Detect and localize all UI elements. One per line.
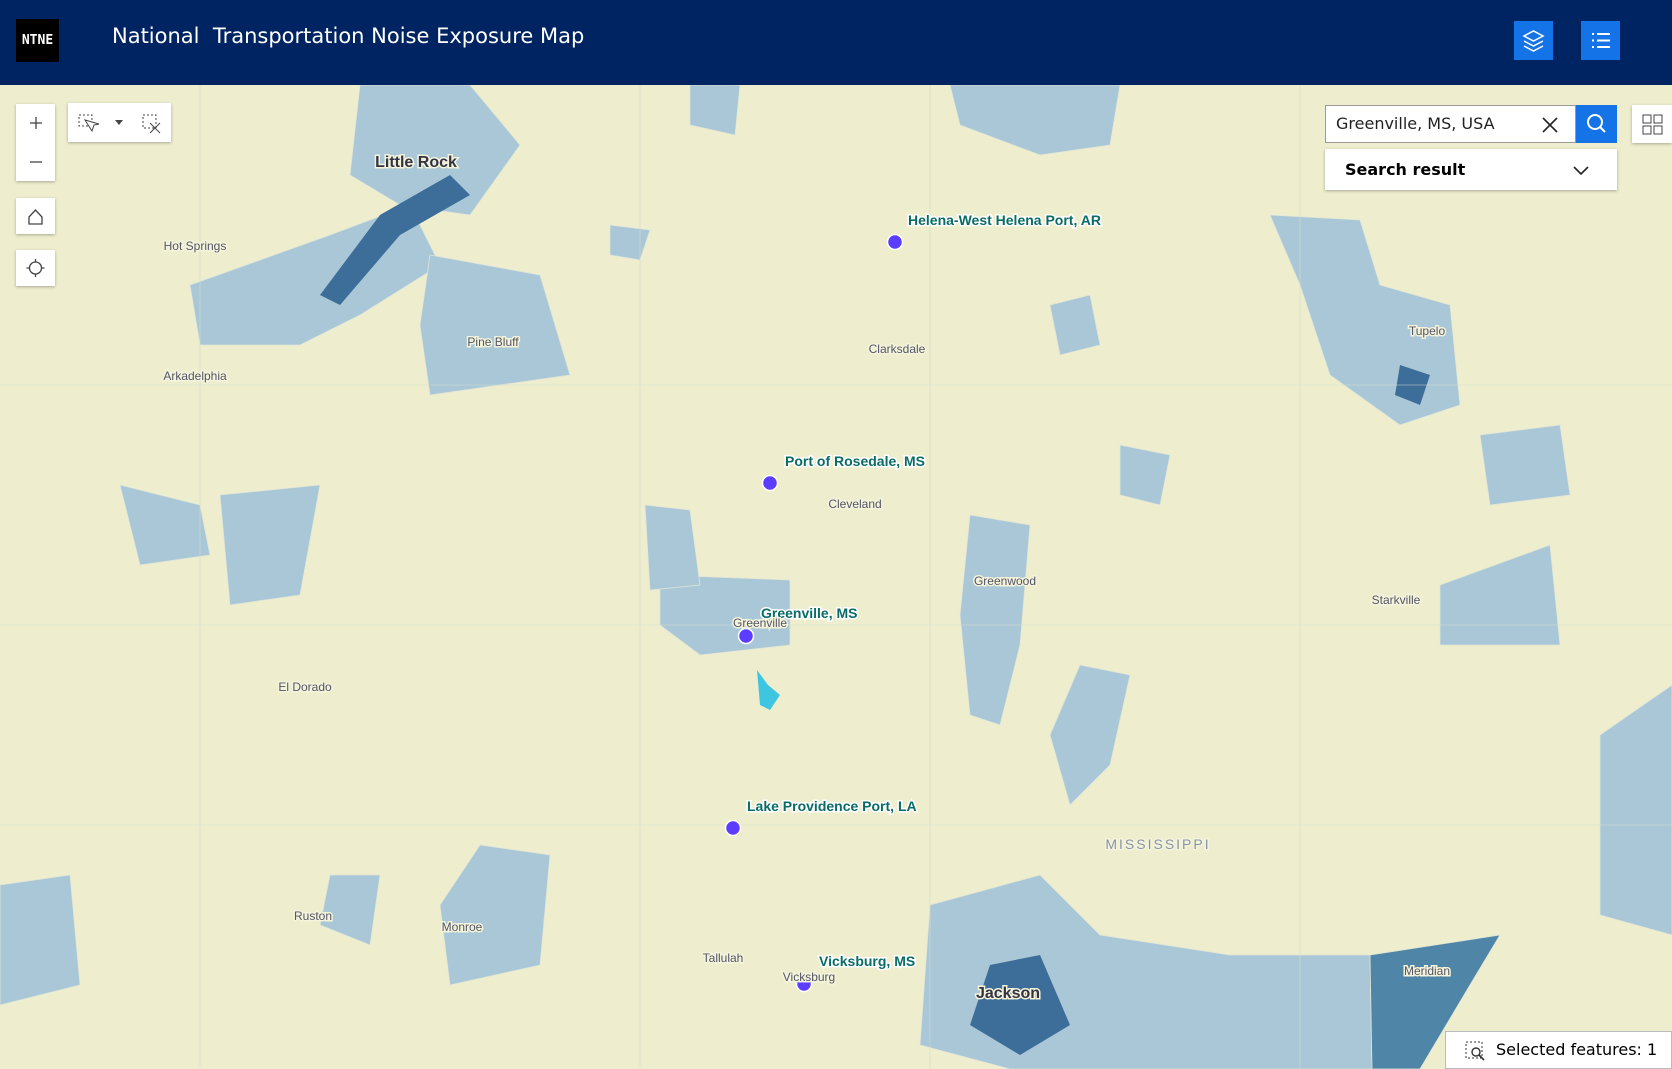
place-label: Clarksdale	[869, 342, 926, 356]
place-label: Greenville	[733, 616, 787, 630]
port-marker[interactable]	[886, 233, 904, 251]
place-label: Cleveland	[828, 497, 881, 511]
zoom-controls	[16, 104, 55, 181]
selected-feature[interactable]	[757, 670, 780, 710]
port-label: Lake Providence Port, LA	[747, 798, 917, 814]
basemap-button[interactable]	[1632, 105, 1672, 143]
port-label: Greenville, MS	[761, 605, 857, 621]
app-title: National Transportation Noise Exposure M…	[112, 24, 585, 48]
home-button[interactable]	[16, 198, 55, 234]
search-text: Greenville, MS, USA	[1336, 114, 1495, 133]
status-text: Selected features: 1	[1496, 1040, 1658, 1059]
map[interactable]: Helena-West Helena Port, AR Port of Rose…	[0, 85, 1672, 1069]
place-label: Meridian	[1404, 964, 1450, 978]
state-label: MISSISSIPPI	[1105, 836, 1210, 852]
search-button[interactable]	[1576, 105, 1617, 143]
place-label: Jackson	[976, 985, 1040, 1002]
port-label: Port of Rosedale, MS	[785, 453, 925, 469]
legend-button[interactable]	[1581, 21, 1620, 60]
place-label: Greenwood	[974, 574, 1036, 588]
place-label: Hot Springs	[164, 239, 227, 253]
place-label: Vicksburg	[783, 970, 835, 984]
port-marker[interactable]	[724, 819, 742, 837]
locate-button[interactable]	[16, 250, 55, 286]
place-label: Little Rock	[375, 154, 457, 171]
place-label: Tupelo	[1409, 324, 1446, 338]
port-marker[interactable]	[795, 975, 813, 993]
place-label: Tallulah	[703, 951, 744, 965]
port-label: Vicksburg, MS	[819, 953, 915, 969]
port-marker[interactable]	[761, 474, 779, 492]
search-input[interactable]: Greenville, MS, USA	[1325, 105, 1576, 143]
header: NTNE National Transportation Noise Expos…	[0, 0, 1672, 85]
selection-status[interactable]: Selected features: 1	[1445, 1031, 1672, 1069]
port-marker[interactable]	[737, 627, 755, 645]
result-label: Search result	[1345, 160, 1466, 179]
place-label: Ruston	[294, 909, 332, 923]
search-result-dropdown[interactable]: Search result	[1325, 149, 1617, 190]
place-label: Pine Bluff	[467, 335, 519, 349]
place-label: Monroe	[442, 920, 483, 934]
place-label: Arkadelphia	[163, 369, 227, 383]
layers-button[interactable]	[1514, 21, 1553, 60]
port-label: Helena-West Helena Port, AR	[908, 212, 1101, 228]
place-label: Starkville	[1372, 593, 1421, 607]
logo[interactable]: NTNE	[16, 19, 59, 62]
place-label: El Dorado	[278, 680, 332, 694]
select-tools[interactable]	[68, 103, 171, 142]
